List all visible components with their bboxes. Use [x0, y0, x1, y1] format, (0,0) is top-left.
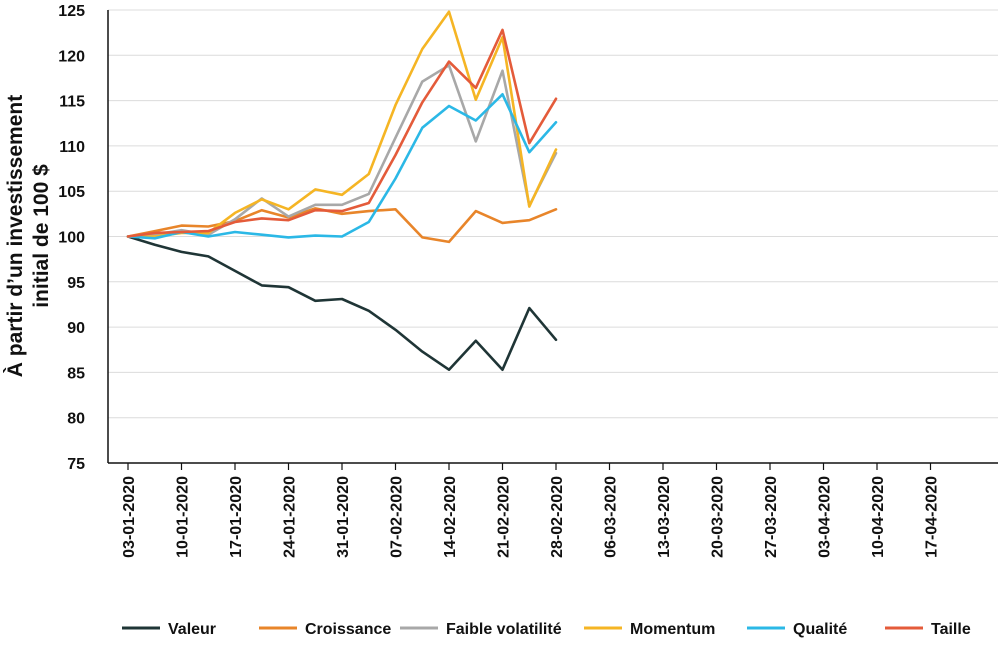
- x-tick-label: 06-03-2020: [603, 476, 620, 558]
- y-tick-label: 75: [67, 456, 85, 473]
- legend-label: Taille: [931, 621, 971, 638]
- x-tick-label: 27-03-2020: [763, 476, 780, 558]
- x-tick-label: 24-01-2020: [282, 476, 299, 558]
- y-tick-labels: 75 80 85 90 95 100 105 110 115 120 125: [58, 3, 85, 473]
- y-axis-label: À partir d’un investissement initial de 1…: [4, 95, 53, 377]
- x-tick-label: 13-03-2020: [656, 476, 673, 558]
- legend-label: Croissance: [305, 621, 391, 638]
- y-axis-label-line: À partir d’un investissement: [4, 95, 27, 377]
- x-tick-label: 20-03-2020: [710, 476, 727, 558]
- y-tick-label: 105: [58, 184, 85, 201]
- x-tick-label: 03-01-2020: [121, 476, 138, 558]
- series-line-3: [126, 10, 558, 238]
- series-line-1: [126, 207, 558, 244]
- x-tick-label: 21-02-2020: [496, 476, 513, 558]
- y-tick-label: 120: [58, 48, 85, 65]
- x-tick-labels: 03-01-2020 10-01-2020 17-01-2020 24-01-2020…: [121, 476, 941, 558]
- x-tick-label: 17-04-2020: [924, 476, 941, 558]
- x-tick-label: 28-02-2020: [549, 476, 566, 558]
- y-tick-label: 90: [67, 320, 85, 337]
- legend-label: Qualité: [793, 621, 847, 638]
- x-tick-label: 10-01-2020: [175, 476, 192, 558]
- series-lines: [126, 10, 558, 372]
- y-tick-label: 110: [59, 139, 85, 156]
- axes: [107, 10, 998, 470]
- y-tick-label: 95: [67, 275, 85, 292]
- x-tick-label: 17-01-2020: [228, 476, 245, 558]
- y-tick-label: 85: [67, 365, 85, 382]
- y-tick-label: 115: [59, 94, 85, 111]
- y-tick-label: 125: [58, 3, 85, 20]
- legend-label: Faible volatilité: [446, 621, 562, 638]
- x-tick-label: 31-01-2020: [335, 476, 352, 558]
- series-line-5: [126, 28, 558, 238]
- legend-label: Momentum: [630, 621, 715, 638]
- y-axis-label-line: initial de 100 $: [30, 164, 53, 308]
- legend: Valeur Croissance Faible volatilité Momentu…: [122, 621, 971, 638]
- x-tick-label: 03-04-2020: [817, 476, 834, 558]
- x-tick-label: 14-02-2020: [442, 476, 459, 558]
- x-tick-label: 07-02-2020: [389, 476, 406, 558]
- y-tick-label: 80: [67, 411, 85, 428]
- series-line-4: [126, 93, 558, 240]
- x-tick-label: 10-04-2020: [870, 476, 887, 558]
- y-tick-label: 100: [58, 230, 85, 247]
- series-line-0: [126, 235, 558, 372]
- legend-label: Valeur: [168, 621, 216, 638]
